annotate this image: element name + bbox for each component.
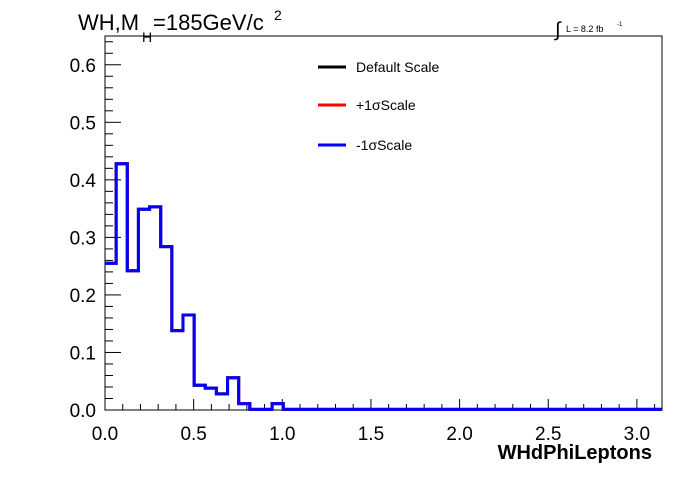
- x-axis: 0.0 0.5 1.0 1.5 2.0 2.5 3.0: [92, 399, 656, 445]
- x-axis-label: WHdPhiLeptons: [498, 442, 652, 464]
- x-tick-label: 1.0: [269, 424, 295, 445]
- y-tick-label: 0.1: [70, 343, 96, 364]
- legend-label: -1σScale: [356, 137, 412, 153]
- x-tick-label: 0.5: [180, 424, 206, 445]
- y-tick-label: 0.0: [70, 401, 96, 422]
- title-superscript: 2: [274, 7, 282, 23]
- legend: Default Scale +1σScale -1σScale: [318, 59, 439, 153]
- title-main: WH,M: [78, 10, 139, 35]
- luminosity-label: ∫ L = 8.2 fb -1: [554, 19, 623, 41]
- x-tick-label: 2.5: [535, 424, 561, 445]
- x-tick-label: 3.0: [624, 424, 650, 445]
- lumi-text: L = 8.2 fb: [566, 24, 603, 34]
- chart-title: WH,M H =185GeV/c 2: [78, 7, 282, 45]
- y-tick-label: 0.4: [70, 171, 97, 192]
- y-tick-label: 0.5: [70, 113, 96, 134]
- series-line-2: [105, 162, 662, 411]
- title-mass: =185GeV/c: [153, 10, 264, 35]
- legend-label: Default Scale: [356, 59, 439, 75]
- y-tick-label: 0.2: [70, 286, 96, 307]
- y-tick-label: 0.3: [70, 228, 96, 249]
- y-axis: 0.0 0.1 0.2 0.3 0.4 0.5 0.6: [70, 41, 121, 422]
- series-layer: [105, 162, 662, 411]
- lumi-superscript: -1: [617, 22, 623, 28]
- x-tick-label: 1.5: [358, 424, 384, 445]
- x-tick-label: 0.0: [92, 424, 118, 445]
- title-subscript: H: [142, 29, 152, 45]
- y-tick-label: 0.6: [70, 56, 96, 77]
- legend-label: +1σScale: [356, 97, 416, 113]
- integral-symbol: ∫: [554, 19, 562, 41]
- x-tick-label: 2.0: [446, 424, 472, 445]
